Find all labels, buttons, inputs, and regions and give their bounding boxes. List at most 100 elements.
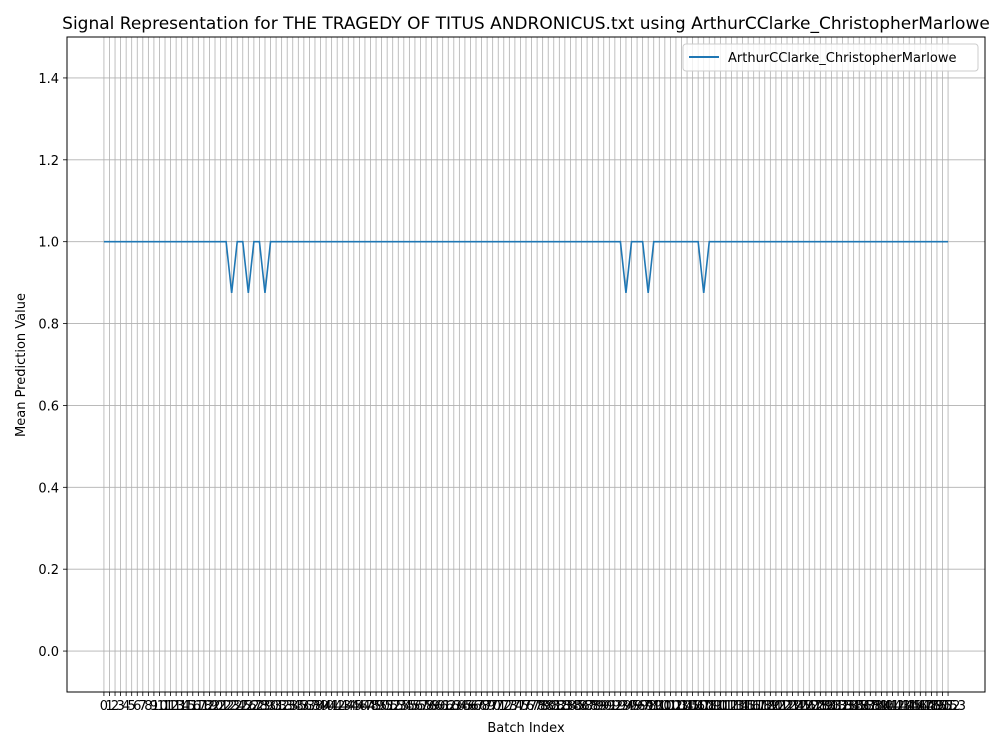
x-tick-label: 126 [791, 699, 816, 714]
x-tick-label: 44 [340, 699, 357, 714]
x-tick-label: 66 [462, 699, 479, 714]
x-tick-label: 54 [396, 699, 413, 714]
x-tick-label: 17 [190, 699, 207, 714]
x-tick-label: 136 [847, 699, 872, 714]
x-tick-label: 106 [680, 699, 705, 714]
x-tick-label: 139 [863, 699, 888, 714]
x-tick-label: 138 [858, 699, 883, 714]
tick-layer: 0123456789101112131415161718192021222324… [38, 72, 966, 714]
x-tick-label: 92 [607, 699, 624, 714]
x-tick-label: 94 [618, 699, 635, 714]
x-tick-label: 77 [523, 699, 540, 714]
x-tick-label: 152 [936, 699, 961, 714]
x-tick-label: 143 [886, 699, 911, 714]
x-tick-label: 112 [714, 699, 739, 714]
x-tick-label: 76 [518, 699, 535, 714]
x-tick-label: 150 [925, 699, 950, 714]
x-tick-label: 123 [775, 699, 800, 714]
x-tick-label: 41 [323, 699, 340, 714]
x-tick-label: 148 [913, 699, 938, 714]
x-tick-label: 68 [473, 699, 490, 714]
x-tick-label: 43 [334, 699, 351, 714]
x-tick-label: 91 [601, 699, 618, 714]
grid-layer [67, 37, 985, 692]
x-tick-label: 12 [162, 699, 179, 714]
x-tick-label: 52 [384, 699, 401, 714]
x-tick-label: 49 [368, 699, 385, 714]
x-tick-label: 1 [105, 699, 113, 714]
x-tick-label: 101 [652, 699, 677, 714]
x-tick-label: 67 [468, 699, 485, 714]
x-tick-label: 122 [769, 699, 794, 714]
x-tick-label: 42 [329, 699, 346, 714]
x-tick-label: 79 [534, 699, 551, 714]
x-tick-label: 14 [173, 699, 190, 714]
x-tick-label: 144 [891, 699, 916, 714]
y-axis-label: Mean Prediction Value [14, 293, 29, 437]
x-tick-label: 78 [529, 699, 546, 714]
x-tick-label: 140 [869, 699, 894, 714]
x-tick-label: 0 [100, 699, 108, 714]
x-tick-label: 111 [708, 699, 733, 714]
x-tick-label: 85 [568, 699, 585, 714]
x-tick-label: 75 [512, 699, 529, 714]
x-tick-label: 8 [144, 699, 152, 714]
x-tick-label: 115 [730, 699, 755, 714]
x-tick-label: 20 [207, 699, 224, 714]
x-tick-label: 25 [234, 699, 251, 714]
x-tick-label: 40 [318, 699, 335, 714]
y-tick-label: 0.8 [38, 318, 59, 333]
x-tick-label: 23 [223, 699, 240, 714]
x-tick-label: 134 [836, 699, 861, 714]
x-tick-label: 13 [168, 699, 185, 714]
x-tick-label: 58 [418, 699, 435, 714]
x-tick-label: 46 [351, 699, 368, 714]
x-tick-label: 151 [930, 699, 955, 714]
y-tick-label: 0.6 [38, 399, 59, 414]
x-tick-label: 47 [357, 699, 374, 714]
legend-box [682, 43, 979, 72]
x-tick-label: 45 [346, 699, 363, 714]
x-tick-label: 113 [719, 699, 744, 714]
x-tick-label: 18 [196, 699, 213, 714]
x-tick-label: 61 [434, 699, 451, 714]
x-tick-label: 35 [290, 699, 307, 714]
series-layer [103, 240, 949, 293]
x-tick-label: 89 [590, 699, 607, 714]
x-tick-label: 11 [157, 699, 174, 714]
x-tick-label: 32 [273, 699, 290, 714]
chart-title: Signal Representation for THE TRAGEDY OF… [62, 14, 990, 34]
y-tick-label: 0.4 [38, 481, 59, 496]
x-tick-label: 15 [179, 699, 196, 714]
x-tick-label: 146 [902, 699, 927, 714]
x-tick-label: 141 [875, 699, 900, 714]
x-tick-label: 6 [133, 699, 141, 714]
x-tick-label: 137 [852, 699, 877, 714]
x-tick-label: 16 [185, 699, 202, 714]
x-tick-label: 33 [279, 699, 296, 714]
x-tick-label: 19 [201, 699, 218, 714]
x-axis-label: Batch Index [487, 721, 565, 736]
x-tick-label: 62 [440, 699, 457, 714]
x-tick-label: 10 [151, 699, 168, 714]
x-tick-label: 97 [634, 699, 651, 714]
y-tick-label: 1.4 [38, 72, 59, 87]
x-tick-label: 95 [623, 699, 640, 714]
x-tick-label: 56 [407, 699, 424, 714]
x-tick-label: 87 [579, 699, 596, 714]
x-tick-label: 70 [484, 699, 501, 714]
x-tick-label: 51 [379, 699, 396, 714]
x-tick-label: 22 [218, 699, 235, 714]
x-tick-label: 65 [457, 699, 474, 714]
x-tick-label: 59 [423, 699, 440, 714]
y-tick-label: 0.2 [38, 563, 59, 578]
x-tick-label: 39 [312, 699, 329, 714]
x-tick-label: 60 [429, 699, 446, 714]
x-tick-label: 131 [819, 699, 844, 714]
x-tick-label: 120 [758, 699, 783, 714]
x-tick-label: 130 [813, 699, 838, 714]
x-tick-label: 71 [490, 699, 507, 714]
legend: ArthurCClarke_ChristopherMarlowe [682, 43, 979, 72]
x-tick-label: 4 [122, 699, 130, 714]
